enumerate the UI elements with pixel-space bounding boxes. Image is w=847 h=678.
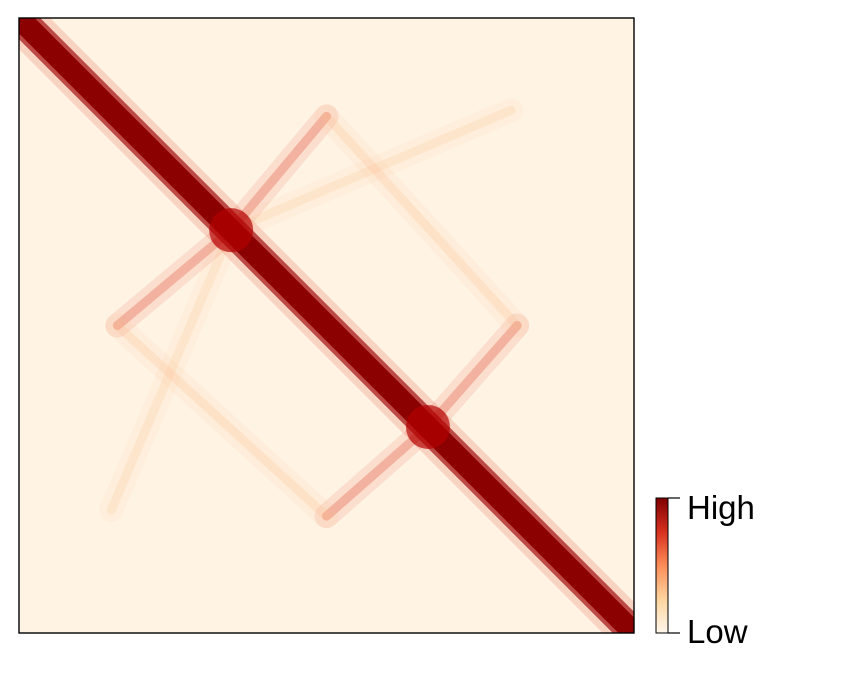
stripe-line <box>226 111 331 235</box>
heatmap-frame <box>18 17 635 634</box>
stripe-halo <box>99 218 244 522</box>
stripe-line <box>112 225 236 330</box>
stripe-line <box>226 105 516 235</box>
stripe-line <box>322 111 522 330</box>
stripe-halo <box>314 414 440 529</box>
diagonal-core <box>19 18 634 633</box>
stripe-line <box>106 225 236 515</box>
colorbar-high-label: High <box>687 489 755 526</box>
stripe-halo <box>219 98 523 243</box>
stripe-line <box>322 422 433 521</box>
heatmap-plot-area <box>19 18 634 633</box>
stripe-line <box>423 321 522 432</box>
stripe-halo <box>314 104 530 338</box>
colorbar: High Low <box>655 489 755 650</box>
stripe-halo <box>105 313 339 529</box>
stripe-halo <box>219 104 339 243</box>
anchor-point <box>405 404 450 449</box>
stripe-halo <box>415 313 530 439</box>
stripe-line <box>112 321 331 521</box>
stripe-halo <box>105 218 244 338</box>
anchor-point <box>209 208 254 253</box>
colorbar-gradient <box>655 497 669 634</box>
colorbar-low-label: Low <box>687 613 748 650</box>
